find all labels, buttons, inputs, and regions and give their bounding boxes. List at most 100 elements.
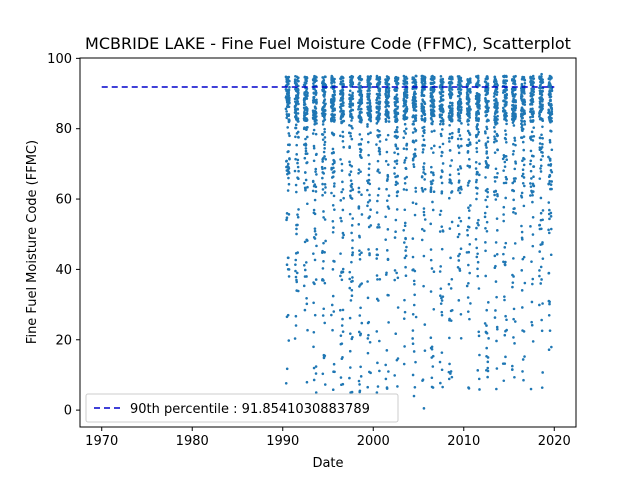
data-point: [378, 225, 381, 229]
data-point: [340, 169, 344, 172]
data-point: [411, 131, 415, 134]
data-point: [294, 263, 297, 266]
data-point: [412, 268, 415, 271]
data-point: [404, 249, 407, 252]
data-point: [341, 188, 345, 191]
data-point: [339, 334, 343, 337]
data-point: [530, 130, 534, 134]
data-point: [411, 342, 415, 345]
data-point: [359, 96, 363, 99]
data-point: [469, 90, 472, 93]
data-point: [321, 176, 324, 180]
data-point: [495, 325, 499, 329]
data-point: [385, 349, 389, 352]
data-point: [548, 119, 552, 123]
data-point: [459, 219, 463, 223]
data-point: [423, 187, 427, 191]
data-point: [541, 151, 544, 154]
data-point: [296, 176, 299, 179]
data-point: [493, 135, 496, 138]
data-point: [384, 117, 388, 121]
data-point: [287, 170, 290, 174]
data-point: [393, 236, 397, 239]
data-point: [321, 107, 324, 111]
data-point: [378, 133, 382, 137]
data-point: [350, 288, 354, 292]
data-point: [296, 130, 300, 134]
data-point: [302, 83, 306, 87]
data-point: [339, 274, 342, 278]
data-point: [541, 209, 545, 212]
data-point: [288, 85, 291, 89]
data-point: [466, 233, 470, 237]
data-point: [549, 98, 552, 102]
data-point: [348, 194, 352, 197]
data-point: [450, 119, 454, 123]
data-point: [529, 119, 532, 122]
data-point: [286, 150, 290, 154]
data-point: [456, 137, 460, 141]
data-point: [297, 169, 300, 173]
data-point: [529, 149, 533, 153]
data-point: [341, 236, 345, 239]
data-point: [485, 113, 488, 117]
data-point: [475, 246, 479, 250]
x-tick-label: 2020: [538, 434, 571, 449]
data-point: [359, 365, 362, 369]
data-point: [358, 74, 362, 78]
data-point: [440, 247, 444, 251]
data-point: [550, 107, 554, 111]
data-point: [324, 157, 328, 161]
data-point: [313, 99, 317, 102]
data-point: [287, 97, 290, 100]
data-point: [375, 117, 379, 121]
data-point: [321, 133, 325, 136]
data-point: [368, 92, 371, 96]
data-point: [430, 114, 434, 117]
data-point: [284, 107, 288, 111]
data-point: [322, 307, 326, 311]
data-point: [287, 75, 291, 79]
data-point: [550, 148, 554, 152]
data-point: [521, 89, 524, 92]
data-point: [393, 160, 397, 163]
data-point: [403, 224, 407, 228]
data-point: [303, 240, 307, 244]
data-point: [350, 102, 354, 105]
data-point: [421, 378, 425, 382]
data-point: [377, 89, 381, 92]
data-point: [468, 271, 471, 275]
data-point: [420, 175, 424, 178]
data-point: [484, 160, 488, 163]
data-point: [538, 148, 542, 152]
data-point: [376, 159, 380, 163]
data-point: [456, 224, 460, 227]
data-point: [539, 265, 543, 269]
data-point: [311, 132, 315, 135]
data-point: [520, 191, 524, 195]
data-point: [549, 183, 553, 186]
data-point: [505, 102, 508, 106]
data-point: [502, 89, 505, 92]
data-point: [475, 127, 479, 131]
data-point: [494, 280, 498, 283]
data-point: [351, 246, 354, 250]
data-point: [312, 378, 316, 382]
data-point: [330, 191, 333, 195]
data-point: [296, 161, 299, 165]
data-point: [414, 109, 418, 112]
data-point: [357, 379, 361, 383]
data-point: [351, 251, 355, 254]
data-point: [440, 368, 444, 372]
data-point: [485, 127, 489, 131]
data-point: [312, 159, 316, 163]
data-point: [359, 102, 363, 106]
y-axis: 0 20 40 60 80 100: [47, 52, 80, 419]
data-point: [411, 122, 415, 126]
data-point: [513, 242, 517, 245]
data-point: [330, 313, 333, 317]
data-point: [476, 260, 480, 264]
data-point: [349, 366, 352, 369]
data-point: [304, 178, 308, 182]
data-point: [421, 126, 424, 130]
